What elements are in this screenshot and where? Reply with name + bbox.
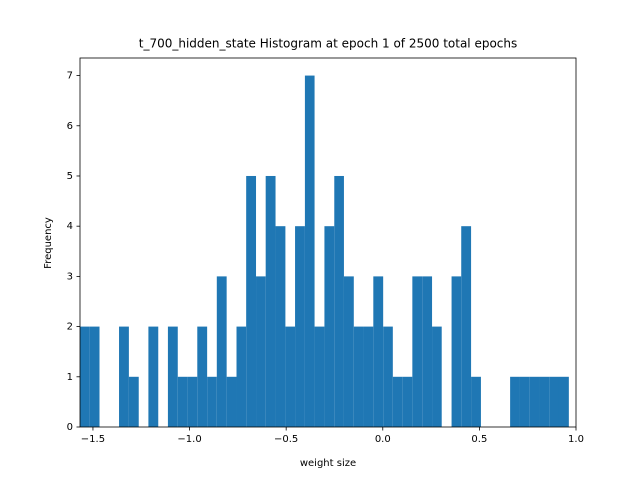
x-tick-label: 0.0 bbox=[375, 434, 391, 445]
bar bbox=[402, 376, 413, 427]
y-tick-label: 3 bbox=[67, 271, 73, 282]
x-tick-label: 0.5 bbox=[471, 434, 487, 445]
x-tick-label: −0.5 bbox=[274, 434, 298, 445]
bar bbox=[265, 175, 276, 427]
y-tick-label: 6 bbox=[67, 121, 73, 132]
y-tick-label: 7 bbox=[67, 71, 73, 82]
bar bbox=[207, 376, 217, 427]
bar bbox=[119, 326, 129, 427]
bar bbox=[295, 226, 305, 427]
x-tick-label: −1.0 bbox=[177, 434, 201, 445]
plot-frame bbox=[79, 57, 577, 428]
bar bbox=[343, 276, 354, 427]
y-tick-label: 4 bbox=[67, 221, 73, 232]
bar bbox=[226, 376, 237, 427]
bar bbox=[256, 276, 266, 427]
bar bbox=[539, 376, 550, 427]
chart-title: t_700_hidden_state Histogram at epoch 1 … bbox=[139, 37, 518, 51]
bar bbox=[451, 276, 462, 427]
bar bbox=[422, 276, 433, 427]
bar bbox=[177, 376, 188, 427]
y-tick-label: 2 bbox=[67, 322, 73, 333]
bar bbox=[510, 376, 520, 427]
bar bbox=[353, 326, 364, 427]
x-tick-label: 1.0 bbox=[568, 434, 584, 445]
bar bbox=[519, 376, 530, 427]
bar bbox=[80, 326, 90, 427]
bar bbox=[314, 326, 325, 427]
bar bbox=[148, 326, 159, 427]
bar bbox=[363, 326, 374, 427]
bar bbox=[275, 226, 286, 427]
y-tick-label: 5 bbox=[67, 171, 73, 182]
y-tick-label: 0 bbox=[67, 422, 73, 433]
bar bbox=[236, 326, 247, 427]
bar bbox=[392, 376, 403, 427]
bar bbox=[324, 226, 335, 427]
bar bbox=[128, 376, 139, 427]
y-axis-label: Frequency bbox=[43, 217, 54, 269]
y-tick-label: 1 bbox=[67, 372, 73, 383]
bar bbox=[167, 326, 178, 427]
bar bbox=[383, 326, 393, 427]
x-axis-label: weight size bbox=[300, 458, 356, 469]
bar bbox=[216, 276, 227, 427]
bar bbox=[373, 276, 384, 427]
bar bbox=[461, 226, 472, 427]
bar bbox=[246, 175, 257, 427]
bar bbox=[304, 75, 315, 428]
bar bbox=[412, 276, 423, 427]
bar bbox=[558, 376, 569, 427]
bar bbox=[432, 326, 442, 427]
bar bbox=[334, 175, 344, 427]
x-tick-label: −1.5 bbox=[81, 434, 105, 445]
bar bbox=[549, 376, 559, 427]
bar bbox=[89, 326, 100, 427]
bar bbox=[187, 376, 198, 427]
bar bbox=[529, 376, 540, 427]
bar bbox=[285, 326, 296, 427]
bar bbox=[197, 326, 208, 427]
bar bbox=[471, 376, 481, 427]
